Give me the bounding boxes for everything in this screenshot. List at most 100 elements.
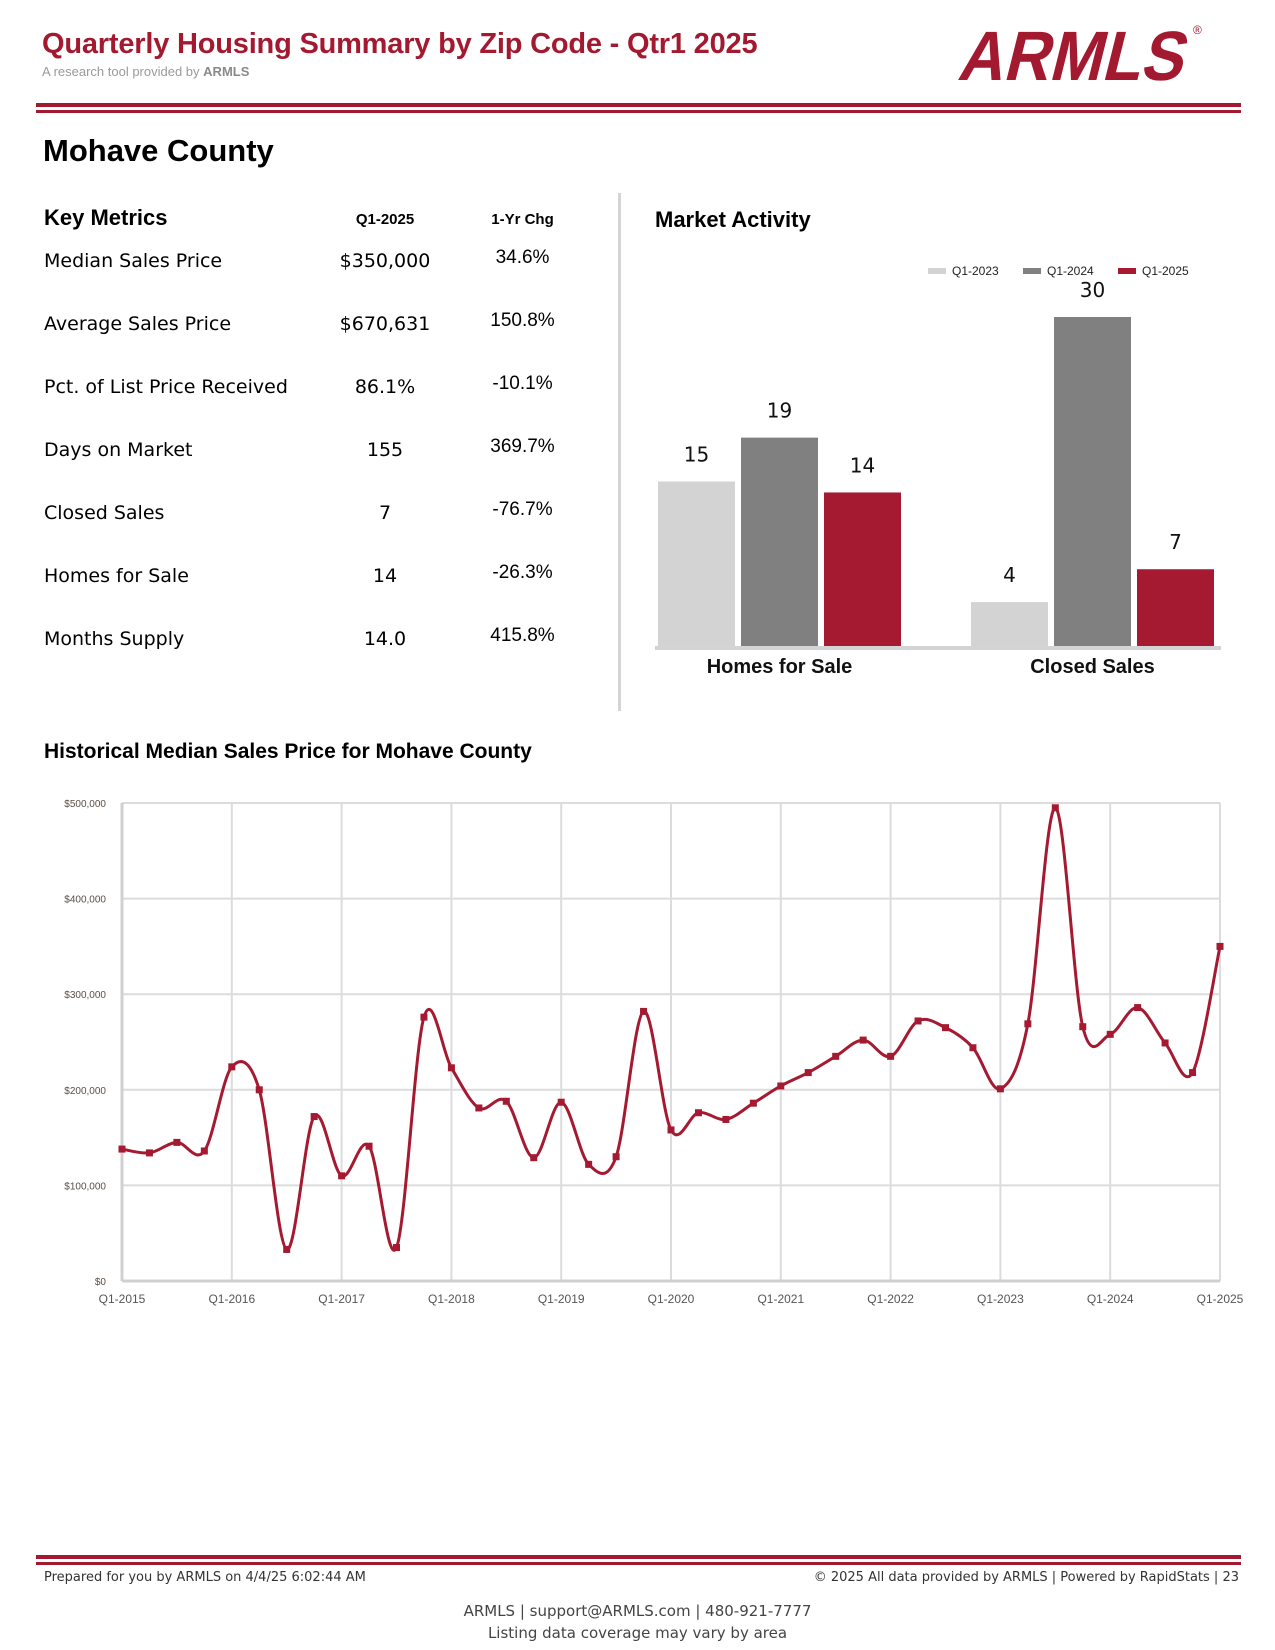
data-point (667, 1126, 675, 1134)
metric-label: Average Sales Price (44, 313, 232, 335)
category-label: Homes for Sale (707, 656, 853, 678)
data-point (887, 1052, 895, 1060)
bar-q1-2025 (824, 492, 901, 646)
coverage-disclaimer: Listing data coverage may vary by area (487, 1624, 788, 1642)
legend-label: Q1-2023 (952, 264, 999, 278)
bar-data-label: 30 (1080, 278, 1105, 302)
data-point (832, 1052, 840, 1060)
data-point (1024, 1020, 1032, 1028)
y-tick-label: $300,000 (64, 990, 106, 1001)
metric-label: Pct. of List Price Received (44, 376, 288, 398)
data-point (420, 1013, 428, 1021)
y-tick-label: $0 (95, 1277, 107, 1288)
data-point (310, 1113, 318, 1121)
legend-item: Q1-2025 (1118, 264, 1189, 278)
legend-label: Q1-2024 (1047, 264, 1094, 278)
bar-q1-2024 (741, 437, 818, 646)
x-tick-label: Q1-2018 (428, 1292, 475, 1306)
data-point (969, 1044, 977, 1052)
metric-value: 7 (378, 502, 392, 524)
y-tick-label: $100,000 (64, 1181, 106, 1192)
section-divider (618, 193, 621, 711)
data-point (694, 1109, 702, 1117)
metric-value: 155 (366, 439, 404, 461)
metric-change: 369.7% (490, 436, 555, 457)
logo-registered-mark: ® (1193, 23, 1202, 37)
bar-data-label: 19 (767, 399, 792, 423)
metric-change: 150.8% (490, 310, 555, 331)
legend-swatch (1118, 268, 1136, 274)
x-tick-label: Q1-2021 (757, 1292, 804, 1306)
data-point (1134, 1004, 1142, 1012)
metric-label: Homes for Sale (44, 565, 189, 587)
data-point (200, 1147, 208, 1155)
contact-info: ARMLS | support@ARMLS.com | 480-921-7777 (463, 1602, 812, 1620)
metric-label: Days on Market (44, 439, 193, 461)
col-header-change: 1-Yr Chg (491, 211, 554, 228)
x-tick-label: Q1-2023 (977, 1292, 1024, 1306)
x-tick-label: Q1-2024 (1087, 1292, 1134, 1306)
metric-change: -26.3% (492, 562, 553, 583)
data-point (996, 1085, 1004, 1093)
x-tick-label: Q1-2016 (208, 1292, 255, 1306)
header-rule (36, 103, 1241, 113)
data-point (338, 1172, 346, 1180)
x-tick-label: Q1-2025 (1197, 1292, 1244, 1306)
bar-data-label: 4 (1003, 563, 1016, 587)
data-point (118, 1145, 126, 1153)
metric-label: Months Supply (44, 628, 185, 650)
key-metrics-heading: Key Metrics (44, 205, 168, 230)
category-label: Closed Sales (1030, 656, 1155, 678)
bar-q1-2023 (658, 481, 735, 646)
metric-value: 14 (372, 565, 398, 587)
metric-change: 415.8% (490, 625, 555, 646)
data-point (1161, 1039, 1169, 1047)
data-point (722, 1115, 730, 1123)
data-point (365, 1142, 373, 1150)
data-point (530, 1154, 538, 1162)
legend-label: Q1-2025 (1142, 264, 1189, 278)
metric-change: -76.7% (492, 499, 553, 520)
bar-data-label: 7 (1169, 530, 1182, 554)
data-point (585, 1160, 593, 1168)
legend-item: Q1-2023 (928, 264, 999, 278)
col-header-current: Q1-2025 (355, 211, 415, 228)
logo-text: ARMLS (955, 22, 1197, 84)
metric-change: -10.1% (492, 373, 553, 394)
subtitle-brand: ARMLS (203, 64, 250, 79)
data-point (942, 1024, 949, 1032)
data-point (557, 1098, 565, 1106)
data-point (914, 1017, 922, 1025)
report-title: Quarterly Housing Summary by Zip Code - … (42, 28, 758, 60)
data-point (1189, 1069, 1197, 1077)
bar-data-label: 15 (684, 443, 709, 467)
x-axis-baseline (655, 646, 1221, 650)
x-tick-label: Q1-2015 (99, 1292, 146, 1306)
bar-q1-2025 (1137, 569, 1214, 646)
data-point (502, 1097, 510, 1105)
data-point (749, 1099, 757, 1107)
bar-q1-2023 (971, 602, 1048, 646)
metric-value: 86.1% (354, 376, 416, 398)
market-activity-chart: Q1-2023 Q1-2024 Q1-2025 15 19 14 Homes for Sal… (655, 264, 1221, 678)
legend-item: Q1-2024 (1023, 264, 1094, 278)
y-tick-label: $500,000 (64, 799, 106, 810)
prepared-note: Prepared for you by ARMLS on 4/4/25 6:02… (44, 1570, 366, 1585)
metric-value: 14.0 (363, 628, 407, 650)
copyright-note: © 2025 All data provided by ARMLS | Powe… (813, 1570, 1239, 1585)
data-point (228, 1063, 236, 1071)
historical-chart-title: Historical Median Sales Price for Mohave… (44, 740, 532, 763)
data-point (447, 1064, 455, 1072)
report-subtitle: A research tool provided by ARMLS (42, 64, 249, 79)
x-tick-label: Q1-2022 (867, 1292, 914, 1306)
bar-q1-2024 (1054, 317, 1131, 646)
data-point (145, 1149, 153, 1157)
footer-rule (36, 1555, 1241, 1565)
data-point (612, 1153, 620, 1161)
series-line-median-price (121, 806, 1222, 1252)
metric-value: $670,631 (339, 313, 431, 335)
data-point (1106, 1030, 1114, 1038)
x-tick-label: Q1-2019 (538, 1292, 585, 1306)
historical-price-chart: $0 $100,000 $200,000 $300,000 $400,000 $500,0… (64, 799, 1244, 1306)
x-tick-label: Q1-2020 (648, 1292, 695, 1306)
